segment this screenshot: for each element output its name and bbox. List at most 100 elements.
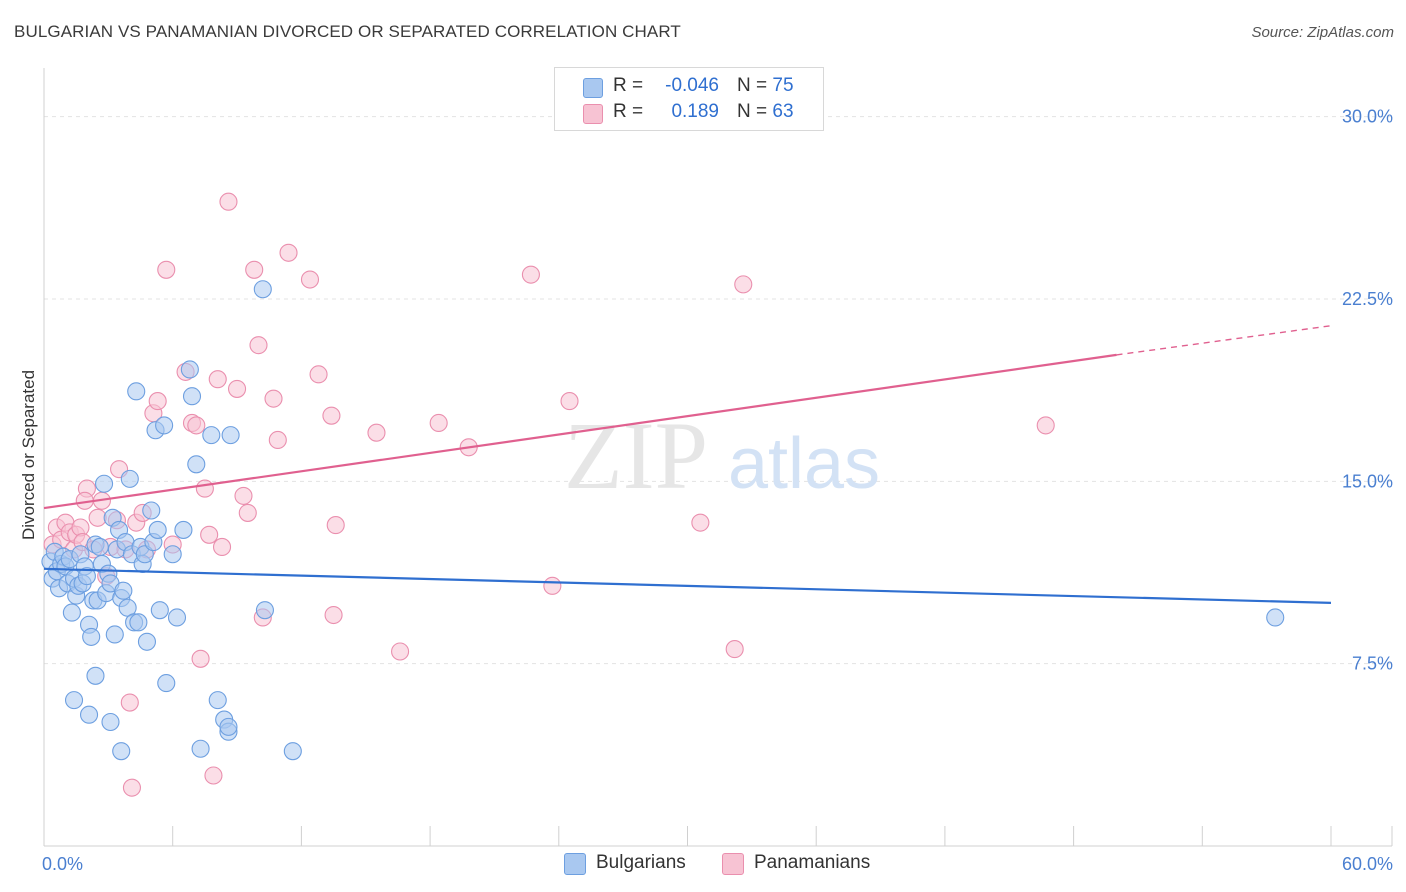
bulgarians-point: [1266, 608, 1285, 627]
bulgarians-point: [253, 280, 272, 299]
bulgarians-point: [221, 426, 240, 445]
panamanians-point: [268, 430, 287, 450]
panamanians-point: [543, 576, 562, 595]
y-tick-label: 15.0%: [1342, 471, 1393, 491]
panamanians-point: [122, 778, 141, 797]
watermark-atlas: atlas: [728, 424, 880, 504]
tick-labels: 7.5% 15.0% 22.5% 30.0% 0.0% 60.0%: [42, 107, 1393, 874]
bulgarians-point: [187, 455, 206, 474]
legend-r-value: -0.046: [665, 75, 719, 96]
panamanians-point: [322, 406, 341, 425]
legend-swatch-bulgarians: [583, 78, 603, 98]
panamanians-point: [219, 192, 238, 211]
panamanians-point: [734, 275, 753, 294]
bulgarians-point: [163, 545, 182, 564]
y-tick-label: 22.5%: [1342, 289, 1393, 309]
series-swatch-panamanians: [722, 853, 744, 875]
panamanians-point: [429, 413, 448, 433]
legend-n-value: 63: [772, 101, 794, 122]
legend-n: N = 63: [737, 101, 794, 123]
y-tick-label: 30.0%: [1342, 107, 1393, 127]
panamanians-point: [309, 365, 328, 384]
panamanians-point: [725, 640, 744, 659]
panamanians-point: [264, 389, 283, 408]
bulgarians-point: [202, 426, 221, 445]
legend-r-label: R =: [613, 101, 644, 122]
bulgarians-point: [120, 469, 139, 488]
legend-n: N = 75: [737, 75, 794, 97]
panamanians-point: [195, 479, 214, 498]
panamanians-point: [157, 260, 176, 279]
panamanians-point: [88, 508, 107, 527]
bulgarians-point: [283, 742, 302, 761]
bulgarians-point: [142, 501, 161, 520]
bulgarians-point: [255, 601, 274, 620]
watermark-zip: ZIP: [564, 402, 708, 509]
bulgarians-point: [112, 742, 131, 761]
panamanians-point: [208, 370, 227, 389]
bulgarians-point: [90, 537, 109, 557]
series-label-bulgarians: Bulgarians: [596, 852, 686, 873]
watermark: ZIP atlas: [564, 402, 880, 509]
correlation-legend: R = -0.046 N = 75 R = 0.189 N = 63: [554, 67, 824, 131]
panamanians-point: [191, 649, 210, 668]
legend-n-label: N =: [737, 101, 768, 122]
panamanians-point: [200, 525, 219, 544]
bulgarians-point: [208, 691, 227, 710]
panamanians-point: [279, 243, 298, 262]
bulgarians-point: [180, 360, 199, 379]
panamanians-point: [187, 416, 206, 435]
panamanians-point: [300, 270, 320, 289]
bulgarians-point: [82, 627, 101, 646]
panamanians-point: [234, 486, 253, 505]
bulgarians-trend-line: [43, 567, 1332, 604]
panamanians-point: [212, 537, 232, 557]
panamanians-point: [391, 642, 410, 661]
bulgarians-point: [62, 603, 81, 622]
chart-title: BULGARIAN VS PANAMANIAN DIVORCED OR SEPA…: [14, 22, 681, 41]
panamanians-point: [228, 379, 247, 398]
y-tick-label: 7.5%: [1352, 654, 1393, 674]
bulgarians-point: [101, 712, 120, 732]
legend-n-label: N =: [737, 75, 768, 96]
bulgarians-point: [114, 581, 133, 600]
panamanians-point: [691, 513, 710, 532]
bulgarians-point: [167, 608, 187, 627]
bulgarians-points: [41, 280, 1285, 761]
series-label-panamanians: Panamanians: [754, 852, 871, 873]
panamanians-point: [238, 503, 257, 522]
legend-r-value: 0.189: [671, 101, 719, 122]
bulgarians-point: [129, 613, 148, 632]
bulgarians-point: [77, 567, 96, 586]
series-legend: Bulgarians Panamanians: [0, 852, 1406, 878]
panamanians-point: [560, 392, 579, 411]
bulgarians-point: [105, 625, 124, 644]
x-tick-label: 60.0%: [1342, 854, 1393, 874]
bulgarians-point: [95, 474, 114, 493]
bulgarians-point: [150, 601, 169, 620]
bulgarians-point: [86, 666, 105, 685]
panamanians-point: [204, 766, 223, 785]
y-axis-label: Divorced or Separated: [19, 370, 38, 540]
panamanians-point: [1036, 416, 1055, 435]
panamanians-point: [521, 265, 540, 284]
bulgarians-point: [148, 520, 167, 539]
legend-n-value: 75: [772, 75, 794, 96]
x-tick-label: 0.0%: [42, 854, 83, 874]
panamanians-point: [245, 260, 264, 279]
bulgarians-point: [219, 717, 238, 736]
bulgarians-point: [174, 520, 193, 539]
panamanians-point: [120, 693, 139, 712]
bulgarians-point: [157, 674, 176, 693]
bulgarians-point: [79, 705, 99, 724]
bulgarians-point: [64, 691, 84, 710]
panamanians-point: [367, 423, 386, 442]
panamanians-point: [148, 392, 167, 411]
bulgarians-point: [191, 739, 210, 758]
source-credit: Source: ZipAtlas.com: [1251, 24, 1394, 41]
panamanians-trend-line: [43, 353, 1117, 510]
trend-lines: [43, 325, 1332, 604]
panamanians-point: [249, 336, 268, 355]
panamanians-point: [324, 605, 343, 625]
bulgarians-point: [182, 387, 202, 406]
